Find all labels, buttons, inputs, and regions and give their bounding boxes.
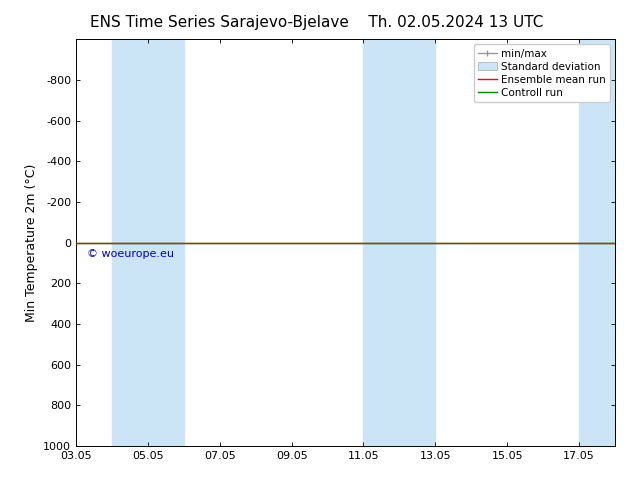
Bar <box>112 39 184 446</box>
Legend: min/max, Standard deviation, Ensemble mean run, Controll run: min/max, Standard deviation, Ensemble me… <box>474 45 610 102</box>
Text: ENS Time Series Sarajevo-Bjelave    Th. 02.05.2024 13 UTC: ENS Time Series Sarajevo-Bjelave Th. 02.… <box>90 15 544 30</box>
Bar <box>579 39 615 446</box>
Text: © woeurope.eu: © woeurope.eu <box>87 248 174 259</box>
Y-axis label: Min Temperature 2m (°C): Min Temperature 2m (°C) <box>25 163 37 322</box>
Bar <box>363 39 436 446</box>
